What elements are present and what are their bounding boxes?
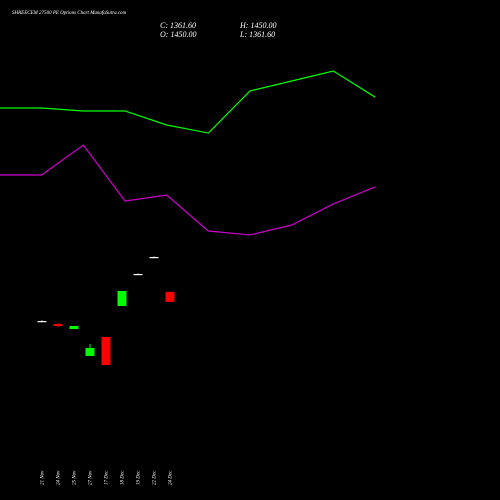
candle-body	[85, 347, 95, 356]
candle-body	[37, 321, 47, 323]
x-tick-label: 24 Dec	[169, 470, 174, 485]
x-tick-label: 27 Nov	[89, 470, 94, 485]
x-tick-label: 22 Dec	[153, 470, 158, 485]
x-tick-label: 25 Nov	[73, 470, 78, 485]
candle-body	[133, 273, 143, 276]
candle-body	[165, 291, 175, 302]
candle-body	[117, 290, 127, 306]
info-close: C: 1361.60	[160, 21, 196, 30]
x-tick-label: 24 Nov	[57, 470, 62, 485]
info-high: H: 1450.00	[239, 21, 276, 30]
candle-body	[149, 257, 159, 259]
candle-body	[69, 326, 79, 330]
candle-body	[101, 336, 111, 366]
x-tick-label: 21 Nov	[41, 470, 46, 485]
info-low: L: 1361.60	[239, 30, 275, 39]
indicator-line	[0, 70, 376, 134]
candle-body	[53, 323, 63, 327]
x-tick-label: 17 Dec	[105, 470, 110, 485]
x-tick-label: 18 Dec	[121, 470, 126, 485]
chart-title: SHREECEM 27500 PE Options Chart MunafaSu…	[12, 11, 127, 16]
indicator-line	[0, 144, 376, 236]
x-tick-label: 19 Dec	[137, 470, 142, 485]
info-open: O: 1450.00	[160, 30, 196, 39]
